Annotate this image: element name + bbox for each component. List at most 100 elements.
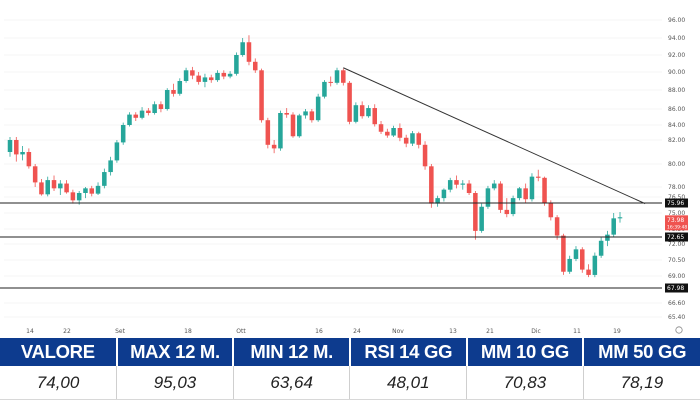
candle-body <box>32 166 38 183</box>
y-tick-label: 96.00 <box>668 17 685 24</box>
candle <box>215 70 220 82</box>
candle-body <box>580 249 585 270</box>
candle <box>171 83 176 97</box>
candle-body <box>202 77 208 82</box>
header-valore: VALORE <box>0 338 118 366</box>
candle-body <box>89 188 95 194</box>
y-tick-label: 88.00 <box>668 87 685 94</box>
candle-body <box>441 189 447 199</box>
header-min-12m: MIN 12 M. <box>233 338 351 366</box>
chart-settings[interactable] <box>675 326 683 334</box>
candle-body <box>586 269 591 275</box>
candle <box>58 180 63 195</box>
candle <box>240 38 245 57</box>
candle-body <box>422 144 428 167</box>
candle-body <box>517 188 522 199</box>
candle <box>221 70 227 80</box>
candle <box>523 183 528 203</box>
candle <box>429 164 434 208</box>
candle-body <box>70 192 76 201</box>
candle <box>158 101 164 113</box>
candle-body <box>491 183 497 189</box>
x-tick-label: 13 <box>449 328 457 335</box>
candle-body <box>208 77 214 81</box>
candle <box>341 68 346 86</box>
candle <box>347 81 352 125</box>
candle <box>259 68 264 123</box>
candle-body <box>529 176 535 200</box>
candle <box>504 198 510 218</box>
candle <box>598 237 604 258</box>
value-rsi-14gg: 48,01 <box>349 366 468 400</box>
candle <box>95 182 101 195</box>
candle-body <box>447 180 453 190</box>
y-tick-label: 92.00 <box>668 52 685 59</box>
candle-body <box>397 128 403 138</box>
candle <box>491 180 497 191</box>
candle-body <box>554 217 560 236</box>
candle <box>70 189 76 204</box>
candle <box>234 52 239 76</box>
candle <box>529 173 535 202</box>
candle <box>542 176 547 206</box>
candle <box>447 177 453 193</box>
candle-body <box>95 185 101 194</box>
y-tick-label: 90.00 <box>668 69 685 76</box>
header-max-12m: MAX 12 M. <box>116 338 235 366</box>
price-tag-box <box>665 198 688 208</box>
x-tick-label: Set <box>115 328 126 335</box>
candle <box>83 187 88 199</box>
candle <box>252 58 258 73</box>
candle <box>466 180 472 195</box>
candle-body <box>133 114 139 118</box>
candle-body <box>548 202 554 218</box>
candle <box>271 140 277 154</box>
candle-body <box>391 128 396 136</box>
x-axis: 14 22 Set 18 Ott 16 24 Nov 13 21 Dic 11 19 <box>26 328 621 335</box>
x-tick-label: Ott <box>236 328 246 335</box>
candle-body <box>479 206 484 231</box>
x-tick-label: 16 <box>315 328 323 335</box>
candle-body <box>271 144 277 149</box>
y-tick-label: 70.50 <box>668 257 685 264</box>
candle <box>328 76 333 87</box>
candle <box>605 230 610 247</box>
candle-body <box>177 81 183 94</box>
candle <box>580 247 585 273</box>
candle <box>120 122 126 145</box>
candle-body <box>378 124 384 132</box>
candle-body <box>309 111 315 121</box>
y-tick-label: 69.00 <box>668 273 685 280</box>
settings-icon[interactable] <box>675 326 683 334</box>
candle <box>586 264 591 278</box>
candle-body <box>498 183 503 210</box>
candle <box>435 195 440 207</box>
candles <box>7 35 623 278</box>
candle-body <box>504 209 510 215</box>
grid <box>4 19 662 318</box>
candle <box>479 203 484 233</box>
candle <box>32 164 38 187</box>
y-tick-label: 86.00 <box>668 106 685 113</box>
candle <box>416 131 422 149</box>
stats-table: VALORE MAX 12 M. MIN 12 M. RSI 14 GG MM … <box>0 338 700 400</box>
candle <box>561 233 566 275</box>
candle-body <box>252 61 258 71</box>
y-axis: 96.00 94.00 92.00 90.00 88.00 86.00 84.00 82.00… <box>665 17 688 321</box>
candle-body <box>372 108 378 125</box>
last-price-time: 16:39:48 <box>667 224 687 230</box>
candle-body <box>64 183 69 193</box>
candle-body <box>328 81 333 83</box>
candle <box>108 156 113 176</box>
candle <box>202 73 208 88</box>
candle <box>190 66 195 80</box>
candle-body <box>45 180 50 195</box>
candle <box>278 110 283 151</box>
candle-body <box>284 113 289 115</box>
candle <box>460 180 466 190</box>
candle-body <box>51 180 57 189</box>
candle-body <box>542 177 547 203</box>
candle-body <box>592 255 598 275</box>
candle <box>303 109 308 119</box>
